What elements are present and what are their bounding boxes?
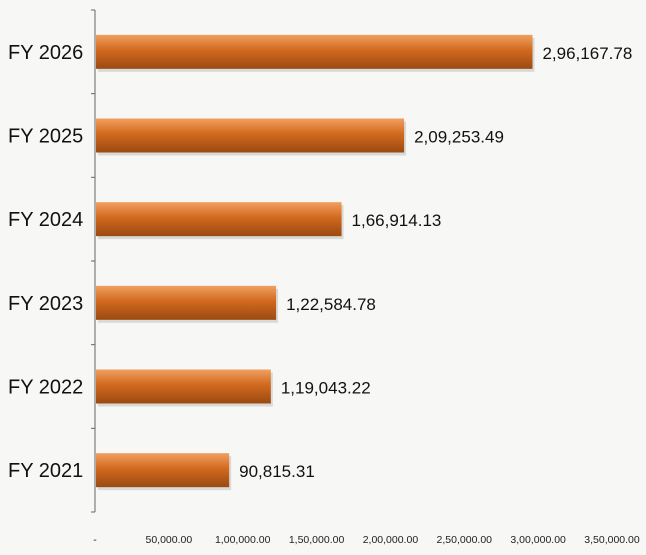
x-tick-label: 50,000.00	[145, 534, 192, 546]
data-label: 2,96,167.78	[542, 44, 632, 63]
bar	[96, 202, 342, 237]
category-label: FY 2026	[8, 42, 83, 64]
bar	[96, 34, 533, 69]
axes: - 50,000.00 1,00,000.00 1,50,000.00 2,00,000…	[91, 9, 640, 546]
bar	[96, 369, 271, 404]
x-tick-label: 2,00,000.00	[363, 534, 419, 546]
category-label: FY 2021	[8, 460, 83, 482]
x-tick-label: -	[93, 534, 97, 546]
data-label: 2,09,253.49	[414, 128, 504, 147]
category-label: FY 2022	[8, 377, 83, 399]
data-label: 1,66,914.13	[352, 211, 442, 230]
bar	[96, 453, 230, 488]
bars	[96, 34, 535, 491]
data-label: 90,815.31	[239, 462, 315, 481]
category-label: FY 2024	[8, 209, 83, 231]
category-label: FY 2025	[8, 126, 83, 148]
x-tick-label: 1,50,000.00	[289, 534, 345, 546]
data-label: 1,19,043.22	[281, 379, 371, 398]
bar	[96, 285, 277, 320]
bar	[96, 118, 405, 153]
x-tick-label: 3,00,000.00	[510, 534, 566, 546]
x-tick-label: 1,00,000.00	[215, 534, 271, 546]
category-label: FY 2023	[8, 293, 83, 315]
data-label: 1,22,584.78	[286, 295, 376, 314]
x-tick-label: 3,50,000.00	[584, 534, 640, 546]
x-tick-label: 2,50,000.00	[437, 534, 493, 546]
labels: FY 2026 2,96,167.78 FY 2025 2,09,253.49 FY 2…	[8, 42, 632, 482]
